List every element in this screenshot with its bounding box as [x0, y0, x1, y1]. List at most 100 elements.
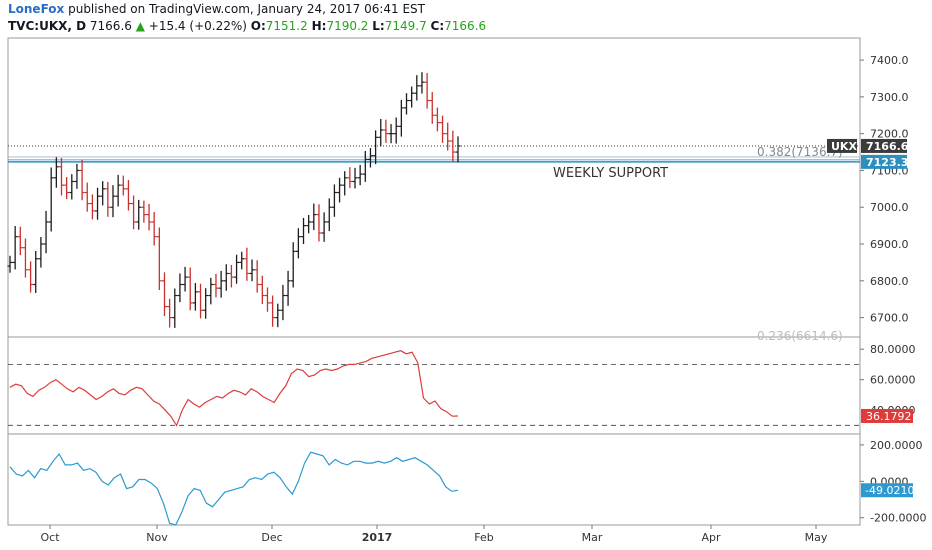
ohlc-bar	[404, 93, 410, 115]
ohlc-bar	[17, 226, 23, 256]
rsi-line	[9, 350, 459, 427]
symbol-line: TVC:UKX, D 7166.6 ▲ +15.4 (+0.22%) O:715…	[8, 19, 486, 33]
low-value: 7149.7	[384, 19, 427, 33]
ohlc-bar	[352, 167, 358, 189]
time-tick-label: Feb	[474, 531, 493, 544]
time-axis[interactable]: Oct Nov Dec 2017 Feb Mar Apr May	[40, 525, 828, 544]
plot-border	[7, 37, 861, 526]
ohlc-bar	[198, 283, 204, 319]
ohlc-bar	[28, 261, 34, 293]
ohlc-bar	[172, 288, 178, 328]
ohlc-bar	[316, 204, 322, 242]
ohlc-bar	[223, 264, 229, 291]
ohlc-bar	[311, 203, 317, 231]
price-tick-label: 6900.0	[870, 238, 909, 251]
close-label: C:	[430, 19, 445, 33]
ohlc-bar	[331, 184, 337, 217]
ohlc-bar	[69, 174, 75, 200]
last-price-tag-label: 7166.6	[866, 140, 909, 153]
ohlc-bar	[74, 163, 80, 189]
high-label: H:	[311, 19, 327, 33]
ohlc-bar	[192, 283, 198, 311]
ohlc-bar	[264, 287, 270, 312]
ohlc-bar	[254, 260, 260, 293]
ohlc-bar	[398, 99, 404, 137]
cci-value-tag-label: -49.0210	[865, 484, 914, 497]
ohlc-bar	[275, 303, 281, 328]
ohlc-bar	[156, 227, 162, 291]
symbol-name[interactable]: TVC:UKX, D	[8, 19, 87, 33]
open-label: O:	[250, 19, 266, 33]
ohlc-bar	[43, 210, 49, 254]
price-pane[interactable]: 6700.06800.06900.07000.07100.07200.07300…	[7, 54, 909, 343]
ohlc-bar	[414, 75, 420, 101]
ohlc-bar	[141, 200, 147, 223]
ohlc-bar	[151, 212, 157, 246]
ohlc-bar	[295, 228, 301, 259]
cci-tick-label: -200.0000	[870, 512, 926, 525]
ohlc-bar	[434, 107, 440, 132]
ohlc-bar	[270, 295, 276, 327]
ohlc-bar	[213, 273, 219, 298]
ohlc-bar	[455, 136, 461, 163]
ohlc-bar	[259, 275, 265, 304]
ohlc-bar	[136, 199, 142, 230]
ohlc-bar	[393, 117, 399, 144]
ohlc-bar	[33, 251, 39, 293]
ohlc-bar	[120, 175, 126, 196]
ohlc-bar	[378, 118, 384, 147]
ohlc-bar	[7, 255, 13, 273]
time-tick-label: Nov	[146, 531, 168, 544]
ohlc-bar	[95, 187, 101, 220]
ohlc-bar	[342, 171, 348, 196]
ohlc-bar	[177, 273, 183, 303]
published-text: published on TradingView.com, January 24…	[64, 2, 425, 16]
support-price-tag-label: 7123.3	[866, 156, 908, 169]
ohlc-bar	[58, 157, 64, 196]
ohlc-bar	[450, 130, 456, 162]
ohlc-bar	[239, 251, 245, 270]
ohlc-bar	[357, 164, 363, 186]
ohlc-bar	[362, 150, 368, 182]
ohlc-bar	[388, 124, 394, 144]
ohlc-bar	[244, 247, 250, 281]
ohlc-bar	[110, 185, 116, 218]
price-tick-label: 6800.0	[870, 275, 909, 288]
open-value: 7151.2	[265, 19, 308, 33]
symbol-tag-bg	[827, 138, 857, 153]
ohlc-bar	[445, 122, 451, 151]
price-tick-label: 7000.0	[870, 201, 909, 214]
fib-level-label-lower: 0.236(6614.6)	[757, 329, 843, 343]
last-price: 7166.6	[89, 19, 132, 33]
last-price-tag-bg	[861, 138, 907, 153]
ohlc-bar	[409, 86, 415, 108]
symbol-tag-label: UKX	[831, 140, 857, 153]
ohlc-bar	[285, 270, 291, 306]
ohlc-bar	[100, 181, 106, 206]
ohlc-bar	[228, 264, 234, 288]
ohlc-bar	[290, 242, 296, 288]
price-change: +15.4 (+0.22%)	[148, 19, 247, 33]
time-tick-label: May	[805, 531, 828, 544]
ohlc-bar	[105, 181, 111, 217]
ohlc-bar	[306, 214, 312, 234]
ohlc-bar	[218, 270, 224, 298]
time-tick-label: Oct	[40, 531, 60, 544]
chart-frame	[7, 37, 861, 526]
ohlc-bar	[187, 267, 193, 311]
ohlc-bar	[203, 288, 209, 319]
ohlc-bar	[373, 130, 379, 165]
ohlc-bar	[146, 203, 152, 231]
close-value: 7166.6	[444, 19, 487, 33]
ohlc-bar	[367, 148, 373, 168]
ohlc-bar	[419, 72, 425, 94]
author-name[interactable]: LoneFox	[8, 2, 65, 16]
low-label: L:	[372, 19, 385, 33]
cci-line	[9, 451, 459, 526]
ohlc-bar	[22, 238, 28, 278]
ohlc-bar	[53, 157, 59, 188]
